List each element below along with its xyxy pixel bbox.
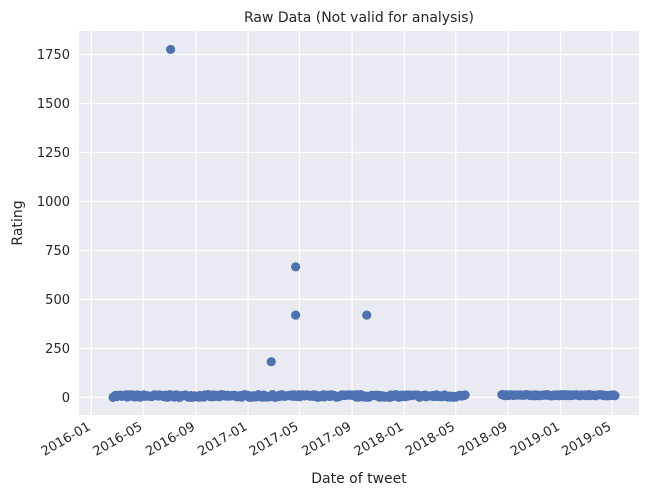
- x-tick-label: 2016-09: [143, 419, 198, 459]
- x-tick-label: 2017-05: [247, 419, 302, 459]
- outlier-point: [266, 357, 276, 367]
- x-tick-label: 2018-01: [352, 419, 407, 459]
- y-tick-label: 1750: [37, 48, 70, 63]
- data-points: [108, 44, 620, 402]
- x-axis-title: Date of tweet: [311, 471, 407, 487]
- x-tick-labels: 2016-012016-052016-092017-012017-052017-…: [39, 419, 614, 459]
- y-tick-label: 1250: [37, 146, 70, 161]
- outlier-point: [362, 310, 372, 320]
- y-tick-label: 1000: [37, 195, 70, 210]
- x-tick-label: 2017-01: [196, 419, 251, 459]
- y-tick-label: 1500: [37, 97, 70, 112]
- data-point: [460, 390, 470, 400]
- x-tick-label: 2017-09: [300, 419, 355, 459]
- grid-lines: [79, 31, 639, 415]
- x-tick-label: 2016-05: [91, 419, 146, 459]
- outlier-point: [291, 310, 301, 320]
- y-tick-label: 250: [45, 342, 70, 357]
- y-tick-label: 750: [45, 244, 70, 259]
- data-point: [610, 390, 620, 401]
- plot-background: [79, 31, 639, 415]
- outlier-point: [291, 262, 301, 272]
- x-tick-label: 2019-01: [508, 419, 563, 459]
- y-tick-label: 0: [62, 391, 70, 406]
- y-axis-title: Rating: [10, 200, 26, 245]
- y-tick-labels: 0 250 500 750 1000 1250 1500 1750: [37, 48, 70, 406]
- x-tick-label: 2016-01: [39, 419, 94, 459]
- y-tick-label: 500: [45, 293, 70, 308]
- outlier-point: [166, 44, 176, 55]
- x-tick-label: 2019-05: [559, 419, 614, 459]
- x-tick-label: 2018-05: [403, 419, 458, 459]
- x-tick-label: 2018-09: [456, 419, 511, 459]
- chart-title: Raw Data (Not valid for analysis): [244, 10, 474, 26]
